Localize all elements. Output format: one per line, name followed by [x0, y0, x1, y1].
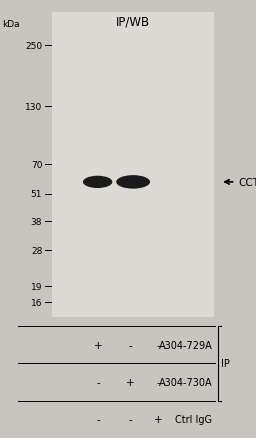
- Text: +: +: [94, 340, 103, 350]
- Text: IP/WB: IP/WB: [116, 15, 150, 28]
- Text: 19: 19: [31, 282, 42, 291]
- Text: -: -: [129, 414, 133, 424]
- Text: -: -: [129, 340, 133, 350]
- Text: 51: 51: [31, 190, 42, 199]
- Text: 28: 28: [31, 246, 42, 255]
- Text: +: +: [154, 414, 162, 424]
- Text: kDa: kDa: [3, 20, 20, 29]
- Ellipse shape: [116, 176, 150, 189]
- Text: CCT7: CCT7: [238, 177, 256, 187]
- Text: 130: 130: [25, 102, 42, 112]
- Text: -: -: [97, 377, 100, 387]
- Ellipse shape: [83, 177, 112, 189]
- Text: IP: IP: [221, 359, 230, 368]
- Bar: [52, 13, 214, 318]
- Text: A304-729A: A304-729A: [159, 340, 212, 350]
- Text: Ctrl IgG: Ctrl IgG: [175, 414, 212, 424]
- Text: -: -: [156, 340, 160, 350]
- Text: -: -: [156, 377, 160, 387]
- Text: -: -: [97, 414, 100, 424]
- Text: +: +: [126, 377, 135, 387]
- Text: A304-730A: A304-730A: [159, 377, 212, 387]
- Text: 250: 250: [25, 42, 42, 50]
- Text: 38: 38: [31, 218, 42, 226]
- Text: 70: 70: [31, 160, 42, 170]
- Text: 16: 16: [31, 298, 42, 307]
